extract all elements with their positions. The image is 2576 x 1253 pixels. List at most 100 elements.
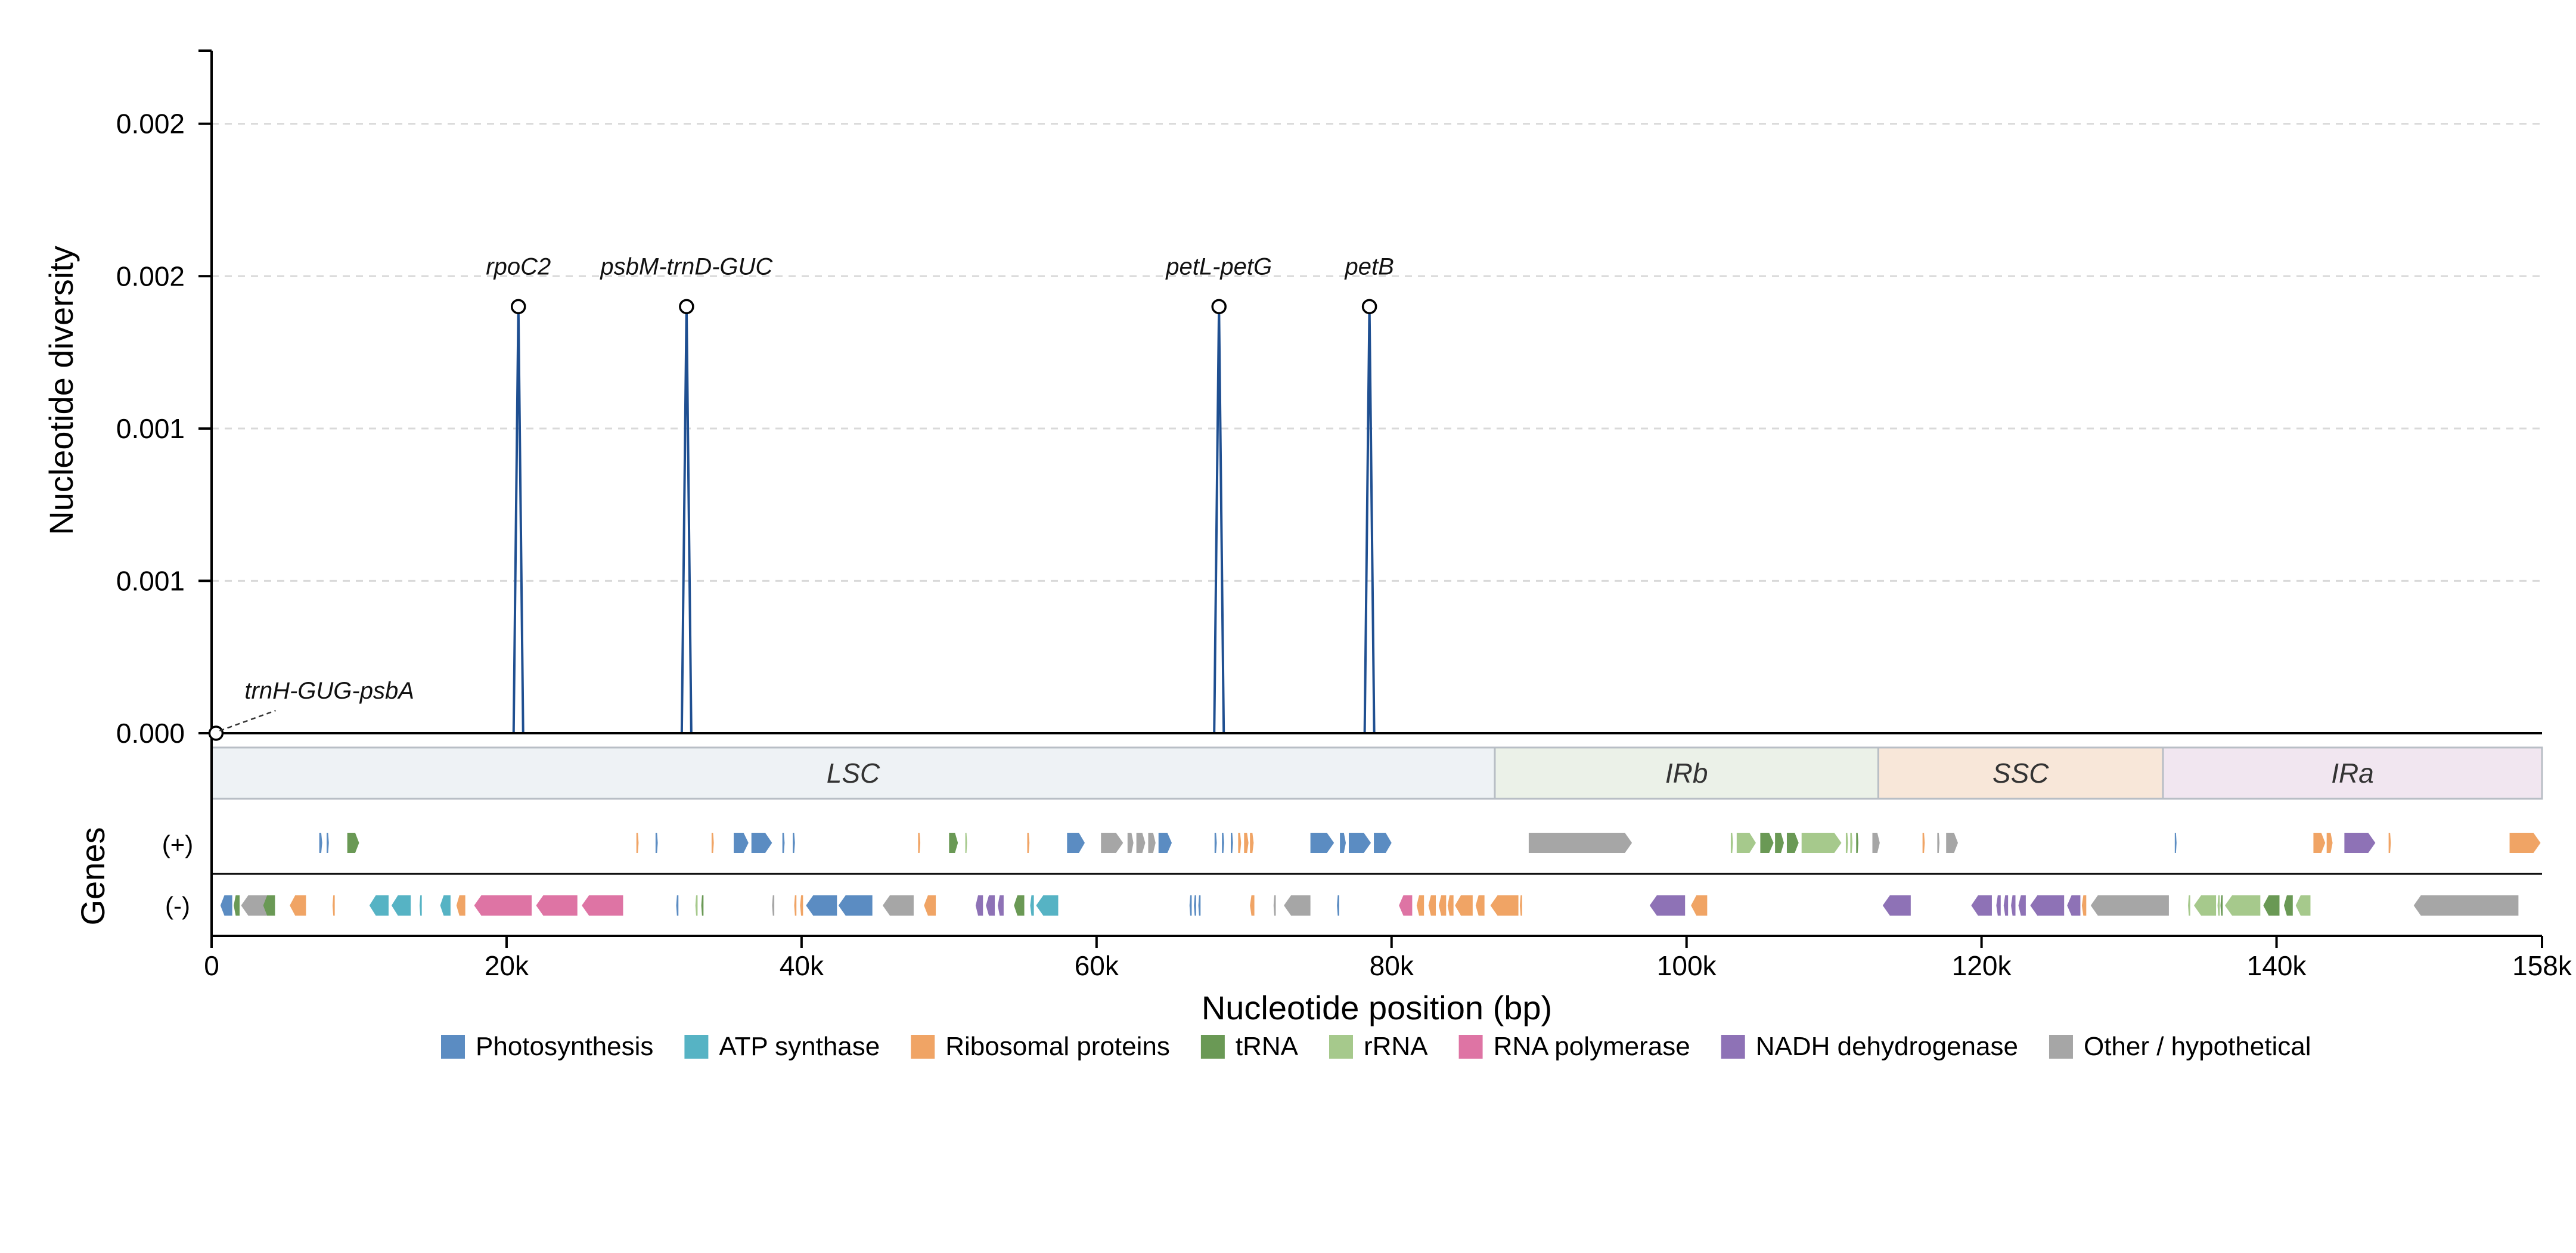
genome-regions: LSC IRb SSC IRa — [210, 746, 2543, 800]
gene-ndh — [1971, 895, 1992, 916]
gene-other — [1273, 895, 1276, 916]
peak-leader — [219, 709, 276, 732]
gene-trna — [1760, 833, 1774, 853]
peak-label: petL-petG — [1165, 253, 1272, 280]
legend-swatch — [684, 1035, 709, 1059]
gene-photo — [1067, 833, 1085, 853]
x-tick-label: 140k — [2247, 950, 2307, 981]
gene-ribo — [332, 895, 335, 916]
gene-ribo — [1428, 895, 1436, 916]
gene-photo — [1189, 895, 1192, 916]
region-label: IRa — [2331, 758, 2374, 789]
gene-other — [1148, 833, 1156, 853]
gene-ribo — [924, 895, 936, 916]
legend-label: Other / hypothetical — [2084, 1032, 2311, 1061]
gene-ribo — [711, 833, 714, 853]
gene-ndh — [2003, 895, 2009, 916]
gene-photo — [676, 895, 679, 916]
gene-other — [2413, 895, 2519, 916]
gene-other — [241, 895, 268, 916]
gene-photo — [2174, 833, 2177, 853]
legend-swatch — [441, 1035, 465, 1059]
gene-trna — [1014, 895, 1025, 916]
gene-trna — [2283, 895, 2293, 916]
gene-ribo — [1416, 895, 1424, 916]
legend-swatch — [1329, 1035, 1353, 1059]
gene-photo — [806, 895, 837, 916]
gene-trna — [701, 895, 704, 916]
legend-label: ATP synthase — [719, 1032, 880, 1061]
strand-minus-label: (-) — [165, 892, 190, 920]
gene-trna — [234, 895, 240, 916]
strand-plus-label: (+) — [162, 830, 194, 858]
gene-rrna — [1801, 833, 1842, 853]
x-tick-label: 120k — [1952, 950, 2012, 981]
gene-photo — [793, 833, 795, 853]
x-tick-label: 158k — [2512, 950, 2572, 981]
diversity-series — [212, 305, 2542, 734]
gene-rrna — [695, 895, 698, 916]
gene-rnap — [474, 895, 532, 916]
grid-lines — [212, 123, 2542, 582]
gene-trna — [347, 833, 359, 853]
x-tick-label: 20k — [485, 950, 529, 981]
gene-atp — [369, 895, 389, 916]
peak-label: rpoC2 — [486, 253, 551, 280]
gene-rnap — [1399, 895, 1413, 916]
gene-trna — [263, 895, 275, 916]
legend-label: tRNA — [1236, 1032, 1299, 1061]
gene-photo — [1194, 895, 1196, 916]
gene-rrna — [2217, 895, 2220, 916]
x-axis-title: Nucleotide position (bp) — [1202, 989, 1552, 1026]
gene-rrna — [1850, 833, 1853, 853]
gene-photo — [1374, 833, 1392, 853]
gene-ribo — [1447, 895, 1454, 916]
gene-trna — [1786, 833, 1799, 853]
peak-marker — [679, 299, 694, 315]
peak-marker — [510, 299, 526, 315]
gene-ribo — [800, 895, 803, 916]
gene-photo — [1310, 833, 1334, 853]
gene-atp — [1036, 895, 1059, 916]
y-tick-label: 0.001 — [116, 413, 185, 444]
gene-photo — [751, 833, 772, 853]
legend-swatch — [911, 1035, 935, 1059]
gene-atp — [419, 895, 422, 916]
peak-marker — [1361, 299, 1377, 315]
gene-ndh — [2067, 895, 2081, 916]
region-label: LSC — [827, 758, 880, 789]
legend-label: Ribosomal proteins — [945, 1032, 1170, 1061]
gene-rrna — [965, 833, 967, 853]
gene-ndh — [2018, 895, 2026, 916]
gene-other — [1101, 833, 1123, 853]
legend-swatch — [1458, 1035, 1483, 1059]
y-tick-label: 0.002 — [116, 260, 185, 291]
gene-photo — [1158, 833, 1172, 853]
gene-ribo — [1244, 833, 1249, 853]
gene-rnap — [536, 895, 578, 916]
gene-ribo — [794, 895, 797, 916]
gene-ribo — [2313, 833, 2326, 853]
gene-photo — [1348, 833, 1371, 853]
legend-label: Photosynthesis — [476, 1032, 653, 1061]
gene-photo — [319, 833, 322, 853]
y-tick-label: 0.001 — [116, 565, 185, 596]
region-lsc — [210, 746, 1496, 800]
legend-label: RNA polymerase — [1494, 1032, 1690, 1061]
gene-ribo — [918, 833, 921, 853]
peak-labels: rpoC2 psbM-trnD-GUC petL-petG petB trnH-GUG-… — [208, 253, 1394, 741]
peak-label: psbM-trnD-GUC — [600, 253, 773, 280]
gene-rrna — [2224, 895, 2261, 916]
y-axis-title: Nucleotide diversity — [42, 246, 80, 535]
gene-atp — [391, 895, 411, 916]
gene-photo — [1198, 895, 1201, 916]
gene-ribo — [2326, 833, 2333, 853]
gene-ribo — [1520, 895, 1522, 916]
region-label: SSC — [1992, 758, 2049, 789]
gene-ndh — [2011, 895, 2016, 916]
gene-ribo — [1691, 895, 1708, 916]
gene-photo — [220, 895, 232, 916]
gene-photo — [655, 833, 658, 853]
gene-photo — [1231, 833, 1233, 853]
gene-ndh — [1882, 895, 1911, 916]
